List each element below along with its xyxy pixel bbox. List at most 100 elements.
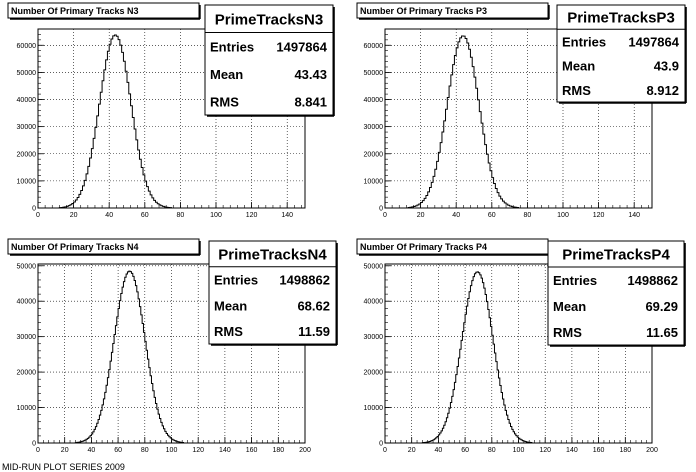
stats-entries-value: 1498862: [279, 273, 330, 288]
y-tick-label: 60000: [364, 43, 384, 50]
x-tick-label: 80: [141, 447, 149, 454]
stats-box: [204, 4, 334, 116]
stats-rms-value: 8.841: [294, 94, 327, 109]
histogram-panel-n4: 0 20 40 60 80 100 120 140 160 180 200 0 10000 20000 30…: [7, 238, 338, 454]
y-tick-label: 40000: [17, 97, 37, 104]
stats-mean-label: Mean: [210, 67, 243, 82]
y-tick-label: 10000: [364, 405, 384, 412]
stats-name: PrimeTracksP4: [562, 247, 670, 264]
x-tick-label: 120: [593, 212, 605, 219]
histogram-panel-n3: 0 20 40 60 80 100 120 140 0 10000 20000 30000 40000 5…: [7, 2, 335, 219]
stats-entries-value: 1497864: [276, 39, 327, 54]
y-tick-label: 30000: [17, 334, 37, 341]
x-tick-label: 80: [177, 212, 185, 219]
x-tick-label: 20: [408, 447, 416, 454]
x-tick-label: 160: [593, 447, 605, 454]
x-tick-label: 0: [36, 447, 40, 454]
histogram-series: [385, 35, 652, 209]
title-box: [356, 2, 549, 19]
x-tick-label: 20: [417, 212, 425, 219]
stats-mean-label: Mean: [553, 299, 586, 314]
y-tick-label: 0: [379, 206, 383, 213]
x-tick-label: 160: [246, 447, 258, 454]
y-tick-label: 30000: [17, 124, 37, 131]
title-box: [7, 2, 200, 19]
x-tick-label: 60: [488, 212, 496, 219]
y-tick-label: 0: [379, 441, 383, 448]
histogram-series: [385, 271, 652, 444]
stats-mean-label: Mean: [562, 59, 595, 74]
x-tick-label: 120: [192, 447, 204, 454]
x-tick-label: 0: [383, 447, 387, 454]
histogram-panel-p4: 0 20 40 60 80 100 120 140 160 180 200 0 10000 20000 30…: [356, 238, 686, 454]
stats-mean-value: 43.43: [294, 67, 327, 82]
x-tick-label: 0: [36, 212, 40, 219]
y-tick-label: 30000: [364, 334, 384, 341]
x-tick-label: 140: [219, 447, 231, 454]
x-tick-label: 60: [114, 447, 122, 454]
stats-rms-value: 11.65: [646, 325, 678, 340]
y-tick-label: 30000: [364, 124, 384, 131]
x-tick-label: 80: [488, 447, 496, 454]
stats-rms-value: 8.912: [646, 83, 679, 98]
x-tick-label: 200: [299, 447, 311, 454]
stats-rms-label: RMS: [553, 325, 582, 340]
stats-entries-value: 1498862: [627, 273, 678, 288]
stats-mean-value: 68.62: [297, 298, 330, 313]
x-tick-label: 40: [452, 212, 460, 219]
stats-rms-label: RMS: [214, 324, 243, 339]
x-tick-label: 60: [141, 212, 149, 219]
stats-entries-label: Entries: [562, 34, 606, 49]
stats-rms-label: RMS: [562, 83, 591, 98]
x-tick-label: 140: [566, 447, 578, 454]
y-tick-label: 50000: [17, 70, 37, 77]
y-tick-label: 10000: [17, 405, 37, 412]
y-tick-label: 40000: [364, 299, 384, 306]
footer-text: MID-RUN PLOT SERIES 2009: [2, 463, 125, 472]
stats-entries-label: Entries: [553, 273, 597, 288]
histogram-title: Number Of Primary Tracks P4: [360, 242, 487, 252]
stats-entries-value: 1497864: [628, 34, 679, 49]
y-tick-label: 60000: [17, 43, 37, 50]
stats-mean-value: 69.29: [645, 299, 678, 314]
y-tick-label: 20000: [17, 151, 37, 158]
y-tick-label: 40000: [364, 97, 384, 104]
x-tick-label: 100: [557, 212, 569, 219]
y-tick-label: 50000: [364, 70, 384, 77]
y-tick-label: 0: [32, 441, 36, 448]
y-tick-label: 50000: [17, 263, 37, 270]
x-tick-label: 40: [88, 447, 96, 454]
stats-mean-label: Mean: [214, 298, 247, 313]
stats-rms-value: 11.59: [298, 324, 330, 339]
x-tick-label: 60: [461, 447, 469, 454]
x-tick-label: 20: [70, 212, 78, 219]
x-tick-label: 100: [210, 212, 222, 219]
stats-entries-label: Entries: [210, 39, 254, 54]
x-tick-label: 120: [246, 212, 258, 219]
y-tick-label: 10000: [17, 178, 37, 185]
title-box: [7, 238, 200, 255]
x-tick-label: 180: [272, 447, 284, 454]
x-tick-label: 140: [281, 212, 293, 219]
x-tick-label: 180: [619, 447, 631, 454]
histogram-title: Number Of Primary Tracks N4: [11, 242, 139, 252]
histogram-title: Number Of Primary Tracks P3: [360, 6, 487, 16]
y-tick-label: 20000: [364, 151, 384, 158]
y-tick-label: 50000: [364, 263, 384, 270]
stats-box: [208, 240, 337, 345]
stats-rms-label: RMS: [210, 94, 239, 109]
histogram-title: Number Of Primary Tracks N3: [11, 6, 139, 16]
y-tick-label: 20000: [364, 370, 384, 377]
y-tick-label: 0: [32, 206, 36, 213]
y-tick-label: 20000: [17, 370, 37, 377]
x-tick-label: 140: [628, 212, 640, 219]
stats-name: PrimeTracksN3: [215, 11, 323, 28]
histogram-series: [38, 34, 305, 209]
x-tick-label: 20: [61, 447, 69, 454]
x-tick-label: 80: [524, 212, 532, 219]
stats-name: PrimeTracksN4: [218, 246, 327, 263]
x-tick-label: 200: [646, 447, 658, 454]
stats-mean-value: 43.9: [654, 59, 679, 74]
x-tick-label: 100: [166, 447, 178, 454]
